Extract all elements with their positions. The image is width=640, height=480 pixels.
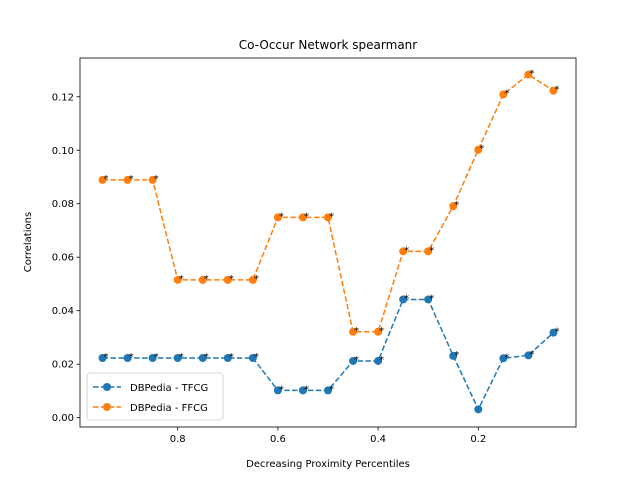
y-axis-label: Correlations (23, 212, 34, 272)
y-tick-label: 0.06 (52, 253, 74, 264)
significance-marker: * (179, 274, 184, 285)
data-point (273, 213, 282, 222)
significance-marker: * (454, 350, 459, 361)
data-point (98, 175, 107, 184)
data-point (198, 354, 207, 363)
significance-marker: * (404, 293, 409, 304)
significance-marker: * (254, 352, 259, 363)
y-tick-label: 0.00 (52, 413, 74, 424)
significance-marker: * (304, 384, 309, 395)
significance-marker: * (554, 85, 559, 96)
axes-frame (79, 57, 577, 428)
data-point (374, 356, 383, 365)
significance-marker: * (229, 274, 234, 285)
legend-marker (103, 403, 111, 411)
data-point (424, 295, 433, 304)
data-point (549, 328, 558, 337)
significance-marker: * (504, 88, 509, 99)
y-tick-label: 0.04 (52, 306, 74, 317)
significance-marker: * (179, 352, 184, 363)
x-tick-label: 0.6 (270, 434, 286, 445)
data-point (173, 354, 182, 363)
data-point (198, 275, 207, 284)
legend-label: DBPedia - FFCG (130, 403, 208, 414)
x-tick-label: 0.4 (370, 434, 386, 445)
data-point (223, 354, 232, 363)
significance-marker: * (129, 174, 134, 185)
significance-marker: * (529, 69, 534, 80)
x-tick-label: 0.2 (470, 434, 486, 445)
significance-marker: * (454, 200, 459, 211)
data-point (399, 295, 408, 304)
data-point (98, 354, 107, 363)
data-point (474, 405, 483, 414)
data-point (173, 275, 182, 284)
significance-marker: * (354, 326, 359, 337)
data-point (123, 175, 132, 184)
data-point (499, 90, 508, 99)
data-point (449, 202, 458, 211)
legend-box (86, 372, 224, 421)
data-point (273, 386, 282, 395)
significance-marker: * (229, 352, 234, 363)
data-point (298, 386, 307, 395)
x-axis-label: Decreasing Proximity Percentiles (246, 459, 410, 470)
data-point (524, 351, 533, 360)
data-point (298, 213, 307, 222)
significance-marker: * (204, 352, 209, 363)
significance-marker: * (429, 293, 434, 304)
y-tick-label: 0.10 (52, 146, 74, 157)
significance-marker: * (379, 326, 384, 337)
significance-marker: * (154, 174, 159, 185)
data-point (223, 275, 232, 284)
significance-marker: * (429, 245, 434, 256)
legend: DBPedia - TFCG DBPedia - FFCG (86, 372, 224, 421)
significance-marker: * (304, 211, 309, 222)
y-tick-label: 0.12 (52, 92, 74, 103)
significance-marker: * (554, 327, 559, 338)
data-point (148, 175, 157, 184)
significance-marker: * (329, 211, 334, 222)
data-point (549, 86, 558, 95)
data-point (399, 247, 408, 256)
data-point (449, 351, 458, 360)
x-tick-label: 0.8 (170, 434, 186, 445)
data-point (324, 213, 332, 222)
data-point (524, 70, 533, 79)
y-tick-label: 0.08 (52, 199, 74, 210)
significance-marker: * (104, 352, 109, 363)
data-point (474, 145, 483, 154)
y-tick-label: 0.02 (52, 360, 74, 371)
data-point (148, 354, 157, 363)
significance-marker: * (504, 352, 509, 363)
chart-title: Co-Occur Network spearmanr (239, 38, 417, 52)
data-point (349, 356, 358, 365)
legend-marker (103, 383, 111, 391)
axis-ticks: 0.8 0.6 0.4 0.2 0.00 0.02 0.04 0.06 0.08 0.10 0.12 (52, 92, 487, 445)
significance-marker: * (154, 352, 159, 363)
data-point (123, 354, 132, 363)
data-point (349, 327, 358, 336)
significance-marker: * (529, 349, 534, 360)
data-point (374, 327, 383, 336)
data-point (424, 247, 433, 256)
data-point (499, 354, 508, 363)
significance-marker: * (329, 384, 334, 395)
legend-label: DBPedia - TFCG (130, 383, 208, 394)
plot-area: * * * * * * * * * * * * * * * * * * * * * * * * * * * * * * * * * * * * * (98, 69, 559, 414)
significance-marker: * (404, 245, 409, 256)
significance-marker: * (379, 355, 384, 366)
significance-marker: * (354, 355, 359, 366)
significance-marker: * (479, 144, 484, 155)
significance-marker: * (129, 352, 134, 363)
data-point (248, 354, 257, 363)
significance-marker: * (104, 174, 109, 185)
data-point (248, 275, 257, 284)
significance-marker: * (279, 211, 284, 222)
significance-marker: * (279, 384, 284, 395)
data-point (324, 386, 332, 395)
significance-marker: * (254, 274, 259, 285)
significance-marker: * (204, 274, 209, 285)
